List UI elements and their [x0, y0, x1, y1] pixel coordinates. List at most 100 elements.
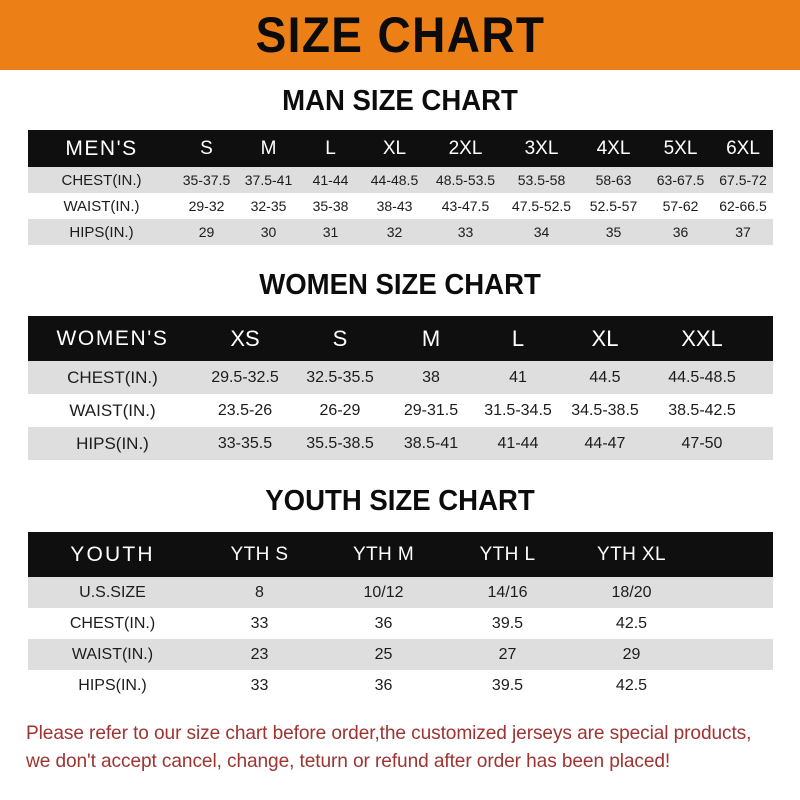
man-waist-6xl: 62-66.5 — [719, 198, 767, 214]
women-row-label-chest: CHEST(IN.) — [67, 367, 158, 387]
youth-row-label-hips: HIPS(IN.) — [78, 676, 147, 694]
man-chest-3xl: 53.5-58 — [517, 172, 566, 188]
disclaimer-line-2: we don't accept cancel, change, teturn o… — [26, 750, 671, 772]
man-col-head-s: S — [200, 137, 213, 159]
man-chest-l: 41-44 — [312, 172, 349, 188]
man-hips-xl: 32 — [386, 224, 403, 240]
women-waist-xl: 34.5-38.5 — [571, 401, 639, 419]
man-chest-xl: 44-48.5 — [370, 172, 419, 188]
man-table-header-row: MEN'S S M L XL 2XL 3XL 4XL 5XL 6XL — [27, 130, 773, 167]
youth-ussize-s: 8 — [255, 583, 264, 601]
youth-waist-xl: 29 — [622, 645, 641, 663]
man-size-chart-title: MAN SIZE CHART — [282, 85, 518, 117]
youth-chest-l: 39.5 — [491, 614, 524, 632]
women-chest-spacer — [756, 361, 773, 394]
man-col-head-5xl: 5XL — [663, 137, 698, 159]
women-waist-s: 26-29 — [319, 401, 361, 419]
man-col-head-6xl: 6XL — [726, 137, 760, 159]
youth-corner-label: YOUTH — [70, 542, 155, 566]
youth-hips-spacer — [694, 670, 773, 701]
youth-chest-xl: 42.5 — [615, 614, 648, 632]
man-hips-3xl: 34 — [533, 224, 550, 240]
man-corner-label: MEN'S — [65, 136, 138, 160]
youth-col-head-s: YTH S — [230, 543, 289, 565]
man-waist-3xl: 47.5-52.5 — [511, 198, 572, 214]
youth-waist-l: 27 — [498, 645, 517, 663]
man-waist-5xl: 57-62 — [662, 198, 699, 214]
table-row: CHEST(IN.) 29.5-32.5 32.5-35.5 38 41 44.… — [27, 361, 773, 394]
women-size-chart-wrap: WOMEN'S XS S M L XL XXL CHEST(IN.) 29.5-… — [27, 316, 773, 460]
youth-size-table: YOUTH YTH S YTH M YTH L YTH XL U.S.SIZE … — [27, 532, 773, 701]
women-col-head-xl: XL — [591, 325, 619, 351]
man-col-head-l: L — [325, 137, 336, 159]
youth-chest-spacer — [694, 608, 773, 639]
man-hips-m: 30 — [260, 224, 277, 240]
women-table-header-row: WOMEN'S XS S M L XL XXL — [27, 316, 773, 361]
youth-chest-m: 36 — [374, 614, 393, 632]
man-waist-2xl: 43-47.5 — [441, 198, 490, 214]
table-row: WAIST(IN.) 29-32 32-35 35-38 38-43 43-47… — [27, 193, 773, 219]
women-col-head-m: M — [421, 325, 441, 351]
man-waist-4xl: 52.5-57 — [589, 198, 638, 214]
man-chest-2xl: 48.5-53.5 — [435, 172, 496, 188]
man-chest-m: 37.5-41 — [244, 172, 293, 188]
women-col-head-xxl: XXL — [681, 325, 723, 351]
youth-waist-m: 25 — [374, 645, 393, 663]
page-title: SIZE CHART — [255, 7, 545, 63]
women-chest-xl: 44.5 — [589, 368, 621, 386]
table-row: WAIST(IN.) 23 25 27 29 — [27, 639, 773, 670]
women-chest-l: 41 — [509, 368, 527, 386]
youth-ussize-xl: 18/20 — [611, 583, 652, 601]
table-row: HIPS(IN.) 33 36 39.5 42.5 — [27, 670, 773, 701]
man-row-label-hips: HIPS(IN.) — [69, 223, 134, 241]
women-size-chart-title: WOMEN SIZE CHART — [259, 269, 541, 301]
women-waist-l: 31.5-34.5 — [484, 401, 552, 419]
women-hips-l: 41-44 — [497, 434, 539, 452]
women-col-head-l: L — [511, 325, 525, 351]
youth-col-head-xl: YTH XL — [597, 543, 666, 565]
women-col-head-xs: XS — [230, 325, 260, 351]
page-banner: SIZE CHART — [0, 0, 800, 70]
women-col-head-spacer — [756, 316, 773, 361]
disclaimer: Please refer to our size chart before or… — [0, 719, 800, 775]
youth-table-header-row: YOUTH YTH S YTH M YTH L YTH XL — [27, 532, 773, 577]
women-size-table: WOMEN'S XS S M L XL XXL CHEST(IN.) 29.5-… — [27, 316, 773, 460]
man-row-label-chest: CHEST(IN.) — [61, 171, 142, 189]
women-hips-s: 35.5-38.5 — [306, 434, 374, 452]
youth-size-chart-title: YOUTH SIZE CHART — [265, 485, 535, 517]
youth-waist-spacer — [694, 639, 773, 670]
table-row: CHEST(IN.) 35-37.5 37.5-41 41-44 44-48.5… — [27, 167, 773, 193]
man-row-label-waist: WAIST(IN.) — [63, 197, 140, 215]
man-chest-6xl: 67.5-72 — [719, 172, 767, 188]
youth-row-label-us-size: U.S.SIZE — [79, 583, 146, 601]
youth-hips-xl: 42.5 — [615, 676, 648, 694]
man-size-chart-wrap: MEN'S S M L XL 2XL 3XL 4XL 5XL 6XL CHEST… — [27, 130, 773, 245]
table-row: U.S.SIZE 8 10/12 14/16 18/20 — [27, 577, 773, 608]
women-chest-xs: 29.5-32.5 — [211, 368, 279, 386]
youth-col-head-m: YTH M — [352, 543, 415, 565]
man-col-head-3xl: 3XL — [524, 137, 559, 159]
youth-hips-s: 33 — [250, 676, 269, 694]
women-corner-label: WOMEN'S — [56, 326, 169, 350]
man-hips-4xl: 35 — [605, 224, 622, 240]
youth-col-head-l: YTH L — [479, 543, 536, 565]
youth-size-chart-wrap: YOUTH YTH S YTH M YTH L YTH XL U.S.SIZE … — [27, 532, 773, 701]
man-size-table: MEN'S S M L XL 2XL 3XL 4XL 5XL 6XL CHEST… — [27, 130, 773, 245]
women-chest-xxl: 44.5-48.5 — [668, 368, 736, 386]
disclaimer-line-1: Please refer to our size chart before or… — [26, 722, 752, 744]
table-row: HIPS(IN.) 29 30 31 32 33 34 35 36 37 — [27, 219, 773, 245]
man-chest-5xl: 63-67.5 — [656, 172, 705, 188]
women-row-label-hips: HIPS(IN.) — [76, 433, 149, 453]
women-hips-xl: 44-47 — [584, 434, 626, 452]
youth-waist-s: 23 — [250, 645, 269, 663]
man-hips-s: 29 — [198, 224, 215, 240]
women-chest-s: 32.5-35.5 — [306, 368, 374, 386]
man-waist-m: 32-35 — [250, 198, 287, 214]
man-waist-s: 29-32 — [188, 198, 225, 214]
women-hips-xxl: 47-50 — [681, 434, 723, 452]
man-col-head-2xl: 2XL — [448, 137, 483, 159]
youth-ussize-l: 14/16 — [487, 583, 528, 601]
man-chest-4xl: 58-63 — [595, 172, 632, 188]
man-hips-6xl: 37 — [735, 224, 751, 240]
youth-col-head-spacer — [694, 532, 773, 577]
